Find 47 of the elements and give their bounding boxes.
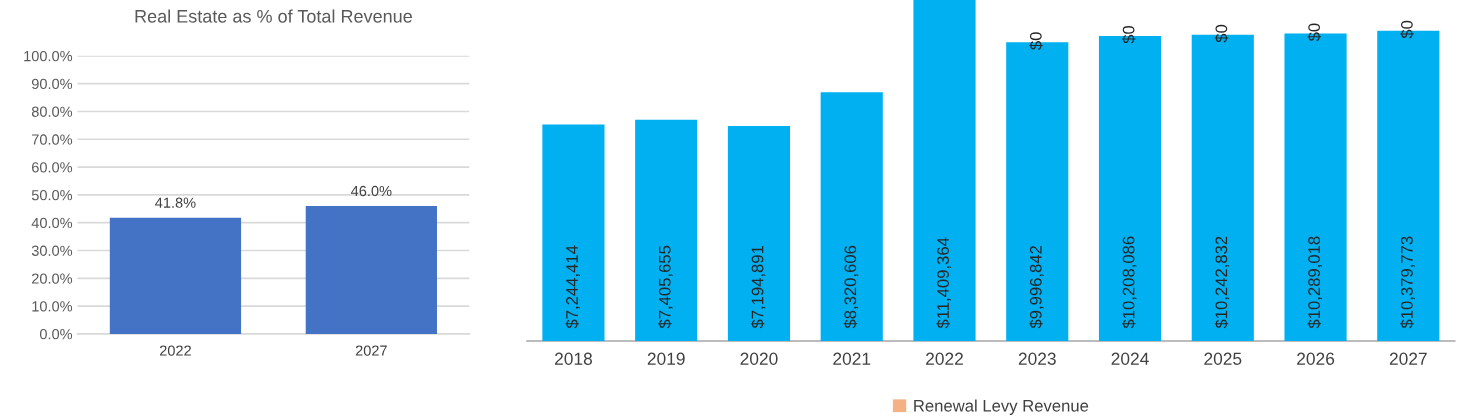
x-tick-label: 2019 bbox=[647, 352, 685, 365]
data-label: $7,194,891 bbox=[750, 245, 766, 329]
x-tick-label: 2021 bbox=[833, 352, 871, 365]
bar bbox=[913, 0, 976, 342]
y-tick-label: 10.0% bbox=[32, 301, 73, 312]
x-tick-label: 2020 bbox=[740, 352, 778, 365]
y-tick-label: 100.0% bbox=[24, 50, 73, 62]
data-label: $8,320,606 bbox=[843, 245, 859, 329]
y-tick-label: 70.0% bbox=[32, 134, 73, 145]
data-label: 46.0% bbox=[351, 185, 392, 197]
bar bbox=[727, 125, 791, 342]
data-label: $10,242,832 bbox=[1214, 236, 1230, 329]
data-label: $0 bbox=[1307, 23, 1322, 42]
x-tick-label: 2024 bbox=[1111, 352, 1149, 365]
y-tick-label: 20.0% bbox=[32, 273, 73, 284]
data-label: $0 bbox=[1400, 20, 1414, 39]
x-tick-label: 2023 bbox=[1018, 352, 1056, 365]
y-tick-label: 40.0% bbox=[31, 217, 73, 229]
x-tick-label: 2025 bbox=[1204, 352, 1242, 365]
data-label: $0 bbox=[1214, 24, 1229, 43]
x-tick-label: 2022 bbox=[159, 345, 191, 356]
data-label: $0 bbox=[1029, 32, 1043, 50]
y-tick-label: 90.0% bbox=[31, 78, 73, 90]
data-label: $11,409,364 bbox=[936, 237, 951, 329]
data-label: $10,208,086 bbox=[1121, 236, 1137, 329]
x-tick-label: 2022 bbox=[926, 352, 963, 365]
y-tick-label: 50.0% bbox=[31, 189, 73, 201]
data-label: $9,996,842 bbox=[1029, 245, 1044, 329]
data-label: $0 bbox=[1121, 25, 1136, 44]
y-tick-label: 0.0% bbox=[39, 329, 73, 340]
y-tick-label: 60.0% bbox=[32, 162, 73, 173]
data-label: $7,244,414 bbox=[565, 245, 580, 329]
data-label: $7,405,655 bbox=[658, 245, 673, 329]
bar bbox=[635, 119, 698, 342]
chart-title: Real Estate as % of Total Revenue bbox=[135, 9, 412, 23]
x-tick-label: 2027 bbox=[1389, 352, 1427, 365]
bar bbox=[542, 124, 605, 342]
bar bbox=[820, 92, 883, 342]
x-tick-label: 2026 bbox=[1297, 352, 1335, 365]
data-label: $10,289,018 bbox=[1307, 236, 1322, 329]
data-label: 41.8% bbox=[155, 197, 196, 208]
y-tick-label: 80.0% bbox=[31, 106, 73, 117]
legend-label: Renewal Levy Revenue bbox=[914, 399, 1089, 415]
data-label: $10,379,773 bbox=[1400, 236, 1415, 329]
x-tick-label: 2027 bbox=[355, 345, 387, 356]
y-tick-label: 30.0% bbox=[31, 245, 73, 256]
x-tick-label: 2018 bbox=[555, 352, 592, 365]
